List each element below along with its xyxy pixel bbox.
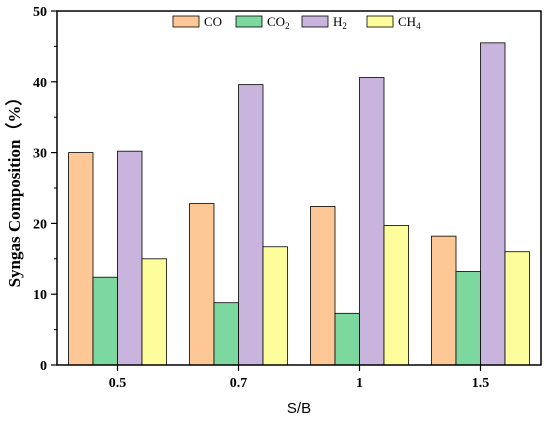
legend-swatch-ch4 [366, 15, 394, 28]
y-axis-title: Syngas Composition（%） [4, 89, 24, 288]
y-tick-label: 10 [33, 288, 47, 303]
x-axis-title: S/B [287, 400, 311, 417]
legend-swatch-co [172, 15, 200, 28]
bar-co-0_5 [68, 152, 94, 366]
x-axis: 0.5 0.7 1 1.5 [109, 365, 490, 391]
y-tick-label: 20 [33, 217, 47, 232]
x-tick-label: 1 [356, 376, 363, 391]
legend: CO CO2 H2 CH4 [172, 14, 421, 31]
bar-ch4-1_5 [504, 251, 530, 366]
bar-co2-1 [334, 312, 360, 366]
bar-h2-0_5 [117, 150, 143, 366]
x-tick-label: 0.5 [109, 376, 127, 391]
bar-ch4-0_7 [262, 246, 288, 366]
legend-label-ch4: CH4 [398, 14, 421, 31]
bar-co2-0_7 [213, 302, 239, 366]
x-tick-label: 0.7 [230, 376, 248, 391]
legend-label-co: CO [204, 14, 222, 29]
bar-ch4-1 [383, 225, 409, 366]
y-tick-label: 40 [33, 76, 47, 91]
legend-swatch-h2 [301, 15, 329, 28]
bar-h2-1 [359, 77, 385, 366]
bar-co-0_7 [189, 203, 215, 366]
legend-label-co2: CO2 [267, 14, 290, 31]
legend-swatch-co2 [235, 15, 263, 28]
bar-co2-0_5 [92, 276, 118, 366]
y-tick-label: 50 [33, 5, 47, 20]
bar-h2-0_7 [238, 84, 264, 366]
legend-label-h2: H2 [333, 14, 347, 31]
x-tick-label: 1.5 [472, 376, 490, 391]
bar-h2-1_5 [480, 42, 506, 366]
bar-ch4-0_5 [141, 258, 167, 366]
y-tick-label: 0 [40, 359, 47, 374]
y-axis: 0 10 20 30 40 50 [33, 5, 57, 374]
bars-layer [68, 42, 530, 366]
y-tick-label: 30 [33, 147, 47, 162]
bar-co2-1_5 [455, 271, 481, 366]
bar-co-1_5 [431, 235, 457, 366]
bar-co-1 [310, 206, 336, 366]
